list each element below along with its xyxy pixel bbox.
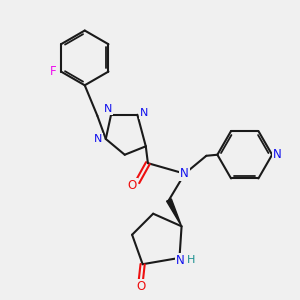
Text: O: O (128, 179, 137, 192)
Polygon shape (167, 199, 182, 226)
Text: N: N (104, 104, 112, 115)
Text: N: N (140, 108, 148, 118)
Text: N: N (180, 167, 189, 180)
Text: N: N (273, 148, 282, 161)
Text: H: H (187, 255, 195, 265)
Text: O: O (136, 280, 145, 293)
Text: N: N (94, 134, 103, 144)
Text: F: F (50, 65, 57, 78)
Text: N: N (176, 254, 185, 266)
